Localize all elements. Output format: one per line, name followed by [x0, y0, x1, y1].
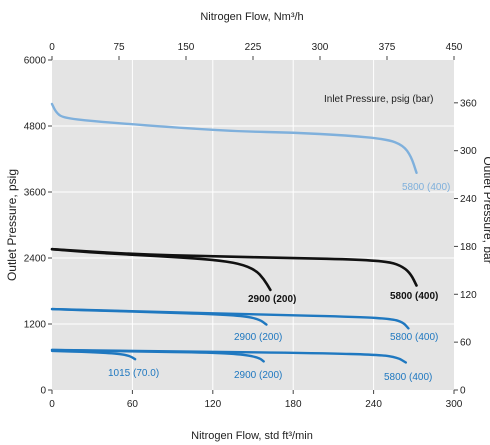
grid — [52, 60, 454, 390]
plot-area — [52, 60, 454, 390]
series-label-bk-5800: 5800 (400) — [390, 291, 438, 302]
series-label-bl-2900-b: 2900 (200) — [234, 370, 282, 381]
right-tick-label: 120 — [460, 290, 477, 301]
top-tick-label: 450 — [446, 42, 463, 53]
top-tick-label: 375 — [379, 42, 396, 53]
series-label-lb-5800: 5800 (400) — [402, 182, 450, 193]
series-line-4 — [50, 307, 410, 330]
right-tick-label: 180 — [460, 242, 477, 253]
y-tick-label: 6000 — [24, 56, 47, 67]
x-tick-label: 60 — [127, 399, 139, 410]
series-line-7 — [50, 348, 407, 364]
top-tick-label: 0 — [49, 42, 55, 53]
right-tick-label: 240 — [460, 194, 477, 205]
left-axis-title: Outlet Pressure, psig — [5, 169, 19, 281]
right-tick-label: 60 — [460, 338, 472, 349]
x-tick-label: 0 — [49, 399, 55, 410]
right-tick-label: 0 — [460, 386, 466, 397]
series-label-bl-5800-a: 5800 (400) — [390, 332, 438, 343]
top-tick-label: 300 — [312, 42, 329, 53]
y-tick-label: 4800 — [24, 122, 47, 133]
series-label-bl-5800-b: 5800 (400) — [384, 372, 432, 383]
legend-title: Inlet Pressure, psig (bar) — [324, 94, 434, 105]
series-line-2 — [50, 247, 418, 287]
y-tick-label: 3600 — [24, 188, 47, 199]
top-tick-label: 225 — [245, 42, 262, 53]
y-tick-label: 1200 — [24, 320, 47, 331]
top-tick-label: 150 — [178, 42, 195, 53]
y-tick-label: 2400 — [24, 254, 47, 265]
right-tick-label: 360 — [460, 98, 477, 109]
right-axis-title: Outlet Pressure, bar — [481, 156, 490, 263]
x-tick-label: 180 — [285, 399, 302, 410]
series-label-bk-2900: 2900 (200) — [248, 294, 296, 305]
x-tick-label: 120 — [204, 399, 221, 410]
left-axis-ticks: 0 1200 2400 3600 4800 6000 — [24, 56, 52, 397]
series-label-bl-2900-a: 2900 (200) — [234, 332, 282, 343]
y-tick-label: 0 — [40, 386, 46, 397]
bottom-axis-ticks: 0 60 120 180 240 300 — [49, 390, 463, 410]
series-lines — [50, 102, 418, 364]
right-axis-ticks: 0 60 120 180 240 300 360 — [454, 98, 477, 397]
bottom-axis-title: Nitrogen Flow, std ft³/min — [191, 430, 313, 442]
x-tick-label: 240 — [365, 399, 382, 410]
top-tick-label: 75 — [113, 42, 125, 53]
right-tick-label: 300 — [460, 146, 477, 157]
x-tick-label: 300 — [446, 399, 463, 410]
series-line-0 — [50, 102, 418, 174]
series-label-bl-1015: 1015 (70.0) — [108, 368, 159, 379]
top-axis-ticks: 0 75 150 225 300 375 450 — [49, 42, 463, 60]
top-axis-title: Nitrogen Flow, Nm³/h — [200, 11, 303, 23]
